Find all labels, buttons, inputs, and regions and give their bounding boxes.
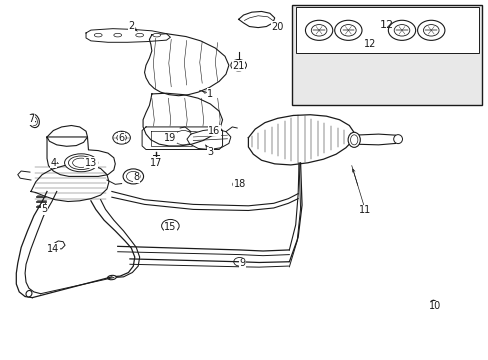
Circle shape xyxy=(232,180,244,189)
Circle shape xyxy=(334,20,361,40)
Circle shape xyxy=(234,62,243,68)
Ellipse shape xyxy=(350,135,357,145)
Polygon shape xyxy=(144,34,228,96)
Circle shape xyxy=(230,59,246,71)
Polygon shape xyxy=(186,129,230,149)
Circle shape xyxy=(165,222,175,229)
Ellipse shape xyxy=(153,33,160,37)
Ellipse shape xyxy=(26,291,32,297)
Text: 17: 17 xyxy=(149,158,162,168)
Text: 18: 18 xyxy=(233,179,245,189)
Polygon shape xyxy=(86,29,170,42)
Text: 4: 4 xyxy=(50,158,56,168)
Ellipse shape xyxy=(126,171,140,181)
Polygon shape xyxy=(238,12,274,28)
Text: 1: 1 xyxy=(207,89,213,99)
Text: 5: 5 xyxy=(41,204,48,215)
Text: 14: 14 xyxy=(47,244,60,254)
Circle shape xyxy=(423,24,438,36)
Text: 11: 11 xyxy=(359,206,371,216)
Polygon shape xyxy=(31,164,109,202)
Ellipse shape xyxy=(393,135,402,144)
Ellipse shape xyxy=(68,156,94,170)
Polygon shape xyxy=(248,115,353,165)
Ellipse shape xyxy=(30,116,37,125)
Circle shape xyxy=(393,24,409,36)
Text: 21: 21 xyxy=(232,61,244,71)
Ellipse shape xyxy=(429,300,437,309)
Text: 19: 19 xyxy=(164,133,176,143)
Text: 13: 13 xyxy=(84,158,97,168)
Ellipse shape xyxy=(114,33,122,37)
Text: 20: 20 xyxy=(271,22,283,32)
Circle shape xyxy=(417,20,444,40)
Bar xyxy=(296,7,478,53)
Circle shape xyxy=(161,220,179,232)
Circle shape xyxy=(387,20,415,40)
Circle shape xyxy=(117,134,126,141)
Polygon shape xyxy=(47,126,87,146)
Ellipse shape xyxy=(28,114,40,127)
Polygon shape xyxy=(53,241,65,249)
Text: 8: 8 xyxy=(133,172,139,182)
Circle shape xyxy=(311,24,326,36)
Ellipse shape xyxy=(107,275,116,280)
Circle shape xyxy=(233,257,245,266)
Text: 3: 3 xyxy=(207,147,213,157)
Text: 10: 10 xyxy=(427,301,440,311)
Circle shape xyxy=(173,131,193,145)
Text: 9: 9 xyxy=(239,258,244,268)
Ellipse shape xyxy=(64,154,98,172)
Ellipse shape xyxy=(94,33,102,37)
Ellipse shape xyxy=(123,169,143,184)
Text: 16: 16 xyxy=(208,126,220,135)
Ellipse shape xyxy=(136,33,143,37)
Circle shape xyxy=(305,20,332,40)
Circle shape xyxy=(113,131,130,144)
Circle shape xyxy=(235,182,241,186)
Text: 6: 6 xyxy=(118,133,124,143)
Polygon shape xyxy=(142,127,222,149)
Polygon shape xyxy=(143,93,222,146)
Ellipse shape xyxy=(431,302,435,307)
Text: 15: 15 xyxy=(164,222,176,232)
Circle shape xyxy=(340,24,355,36)
Circle shape xyxy=(151,158,160,165)
Text: 12: 12 xyxy=(380,20,394,30)
Bar xyxy=(292,5,482,105)
Polygon shape xyxy=(47,137,115,176)
Text: 12: 12 xyxy=(364,40,376,49)
Ellipse shape xyxy=(73,158,89,167)
Text: 2: 2 xyxy=(128,21,134,31)
Ellipse shape xyxy=(347,132,360,147)
Text: 7: 7 xyxy=(28,114,34,124)
